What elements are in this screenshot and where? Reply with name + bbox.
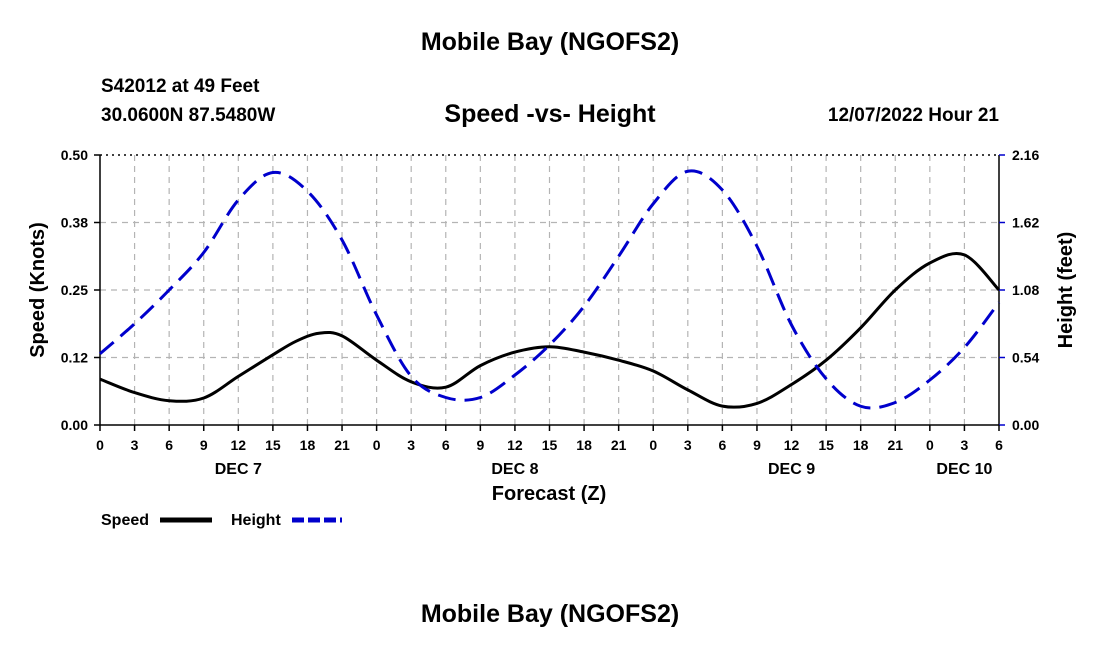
x-tick-label: 3 <box>961 437 969 453</box>
station-label: S42012 at 49 Feet <box>101 76 260 97</box>
series-line-height <box>99 169 1001 410</box>
axes: 0.00 0.12 0.25 0.38 0.50 0.00 0.54 1.08 1.62 2.16… <box>61 147 1040 478</box>
x-tick-label: 9 <box>476 437 484 453</box>
x-tick-label: 0 <box>649 437 657 453</box>
x-tick-label: 12 <box>231 437 247 453</box>
chart-title: Mobile Bay (NGOFS2) <box>420 28 680 56</box>
x-tick-label: 9 <box>200 437 208 453</box>
x-tick-label: 3 <box>131 437 139 453</box>
series-line-speed <box>99 251 1001 409</box>
x-tick-label: 3 <box>407 437 415 453</box>
x-tick-label: 6 <box>442 437 450 453</box>
x-tick-label: 6 <box>995 437 1003 453</box>
x-tick-label: 6 <box>718 437 726 453</box>
right-tick-label: 0.54 <box>1012 350 1039 366</box>
x-tick-label: 15 <box>265 437 281 453</box>
left-tick-label: 0.25 <box>61 282 88 298</box>
x-tick-label: 21 <box>334 437 350 453</box>
right-tick-label: 0.00 <box>1012 417 1039 433</box>
left-tick-label: 0.38 <box>61 215 88 231</box>
x-tick-label: 6 <box>165 437 173 453</box>
x-tick-label: 15 <box>542 437 558 453</box>
footer-title: Mobile Bay (NGOFS2) <box>420 600 680 628</box>
legend-label-speed: Speed <box>101 512 149 529</box>
series <box>99 169 1001 410</box>
x-tick-label: 15 <box>818 437 834 453</box>
x-tick-label: 18 <box>853 437 869 453</box>
x-tick-label: 0 <box>96 437 104 453</box>
left-tick-label: 0.12 <box>61 350 88 366</box>
chart-subtitle: Speed -vs- Height <box>444 100 656 128</box>
x-tick-label: 21 <box>887 437 903 453</box>
day-label: DEC 10 <box>936 461 992 478</box>
right-tick-label: 2.16 <box>1012 147 1039 163</box>
day-label: DEC 7 <box>215 461 262 478</box>
legend-label-height: Height <box>231 512 281 529</box>
day-label: DEC 9 <box>768 461 815 478</box>
x-tick-label: 12 <box>784 437 800 453</box>
forecast-datetime: 12/07/2022 Hour 21 <box>827 105 999 126</box>
left-tick-label: 0.50 <box>61 147 88 163</box>
x-tick-label: 21 <box>611 437 627 453</box>
axis-labels: Speed (Knots) Height (feet) Forecast (Z) <box>27 222 1077 505</box>
x-tick-label: 3 <box>684 437 692 453</box>
x-tick-label: 18 <box>300 437 316 453</box>
right-tick-label: 1.08 <box>1012 282 1039 298</box>
x-tick-label: 18 <box>576 437 592 453</box>
station-coordinates: 30.0600N 87.5480W <box>101 105 276 126</box>
y-axis-label-left: Speed (Knots) <box>27 222 49 358</box>
day-label: DEC 8 <box>491 461 538 478</box>
x-tick-label: 0 <box>926 437 934 453</box>
y-axis-label-right: Height (feet) <box>1055 232 1077 349</box>
x-axis-label: Forecast (Z) <box>492 483 606 505</box>
grid <box>100 155 999 425</box>
legend: Speed Height <box>101 512 342 529</box>
right-tick-label: 1.62 <box>1012 215 1039 231</box>
x-tick-label: 12 <box>507 437 523 453</box>
x-tick-label: 9 <box>753 437 761 453</box>
x-tick-label: 0 <box>373 437 381 453</box>
left-tick-label: 0.00 <box>61 417 88 433</box>
